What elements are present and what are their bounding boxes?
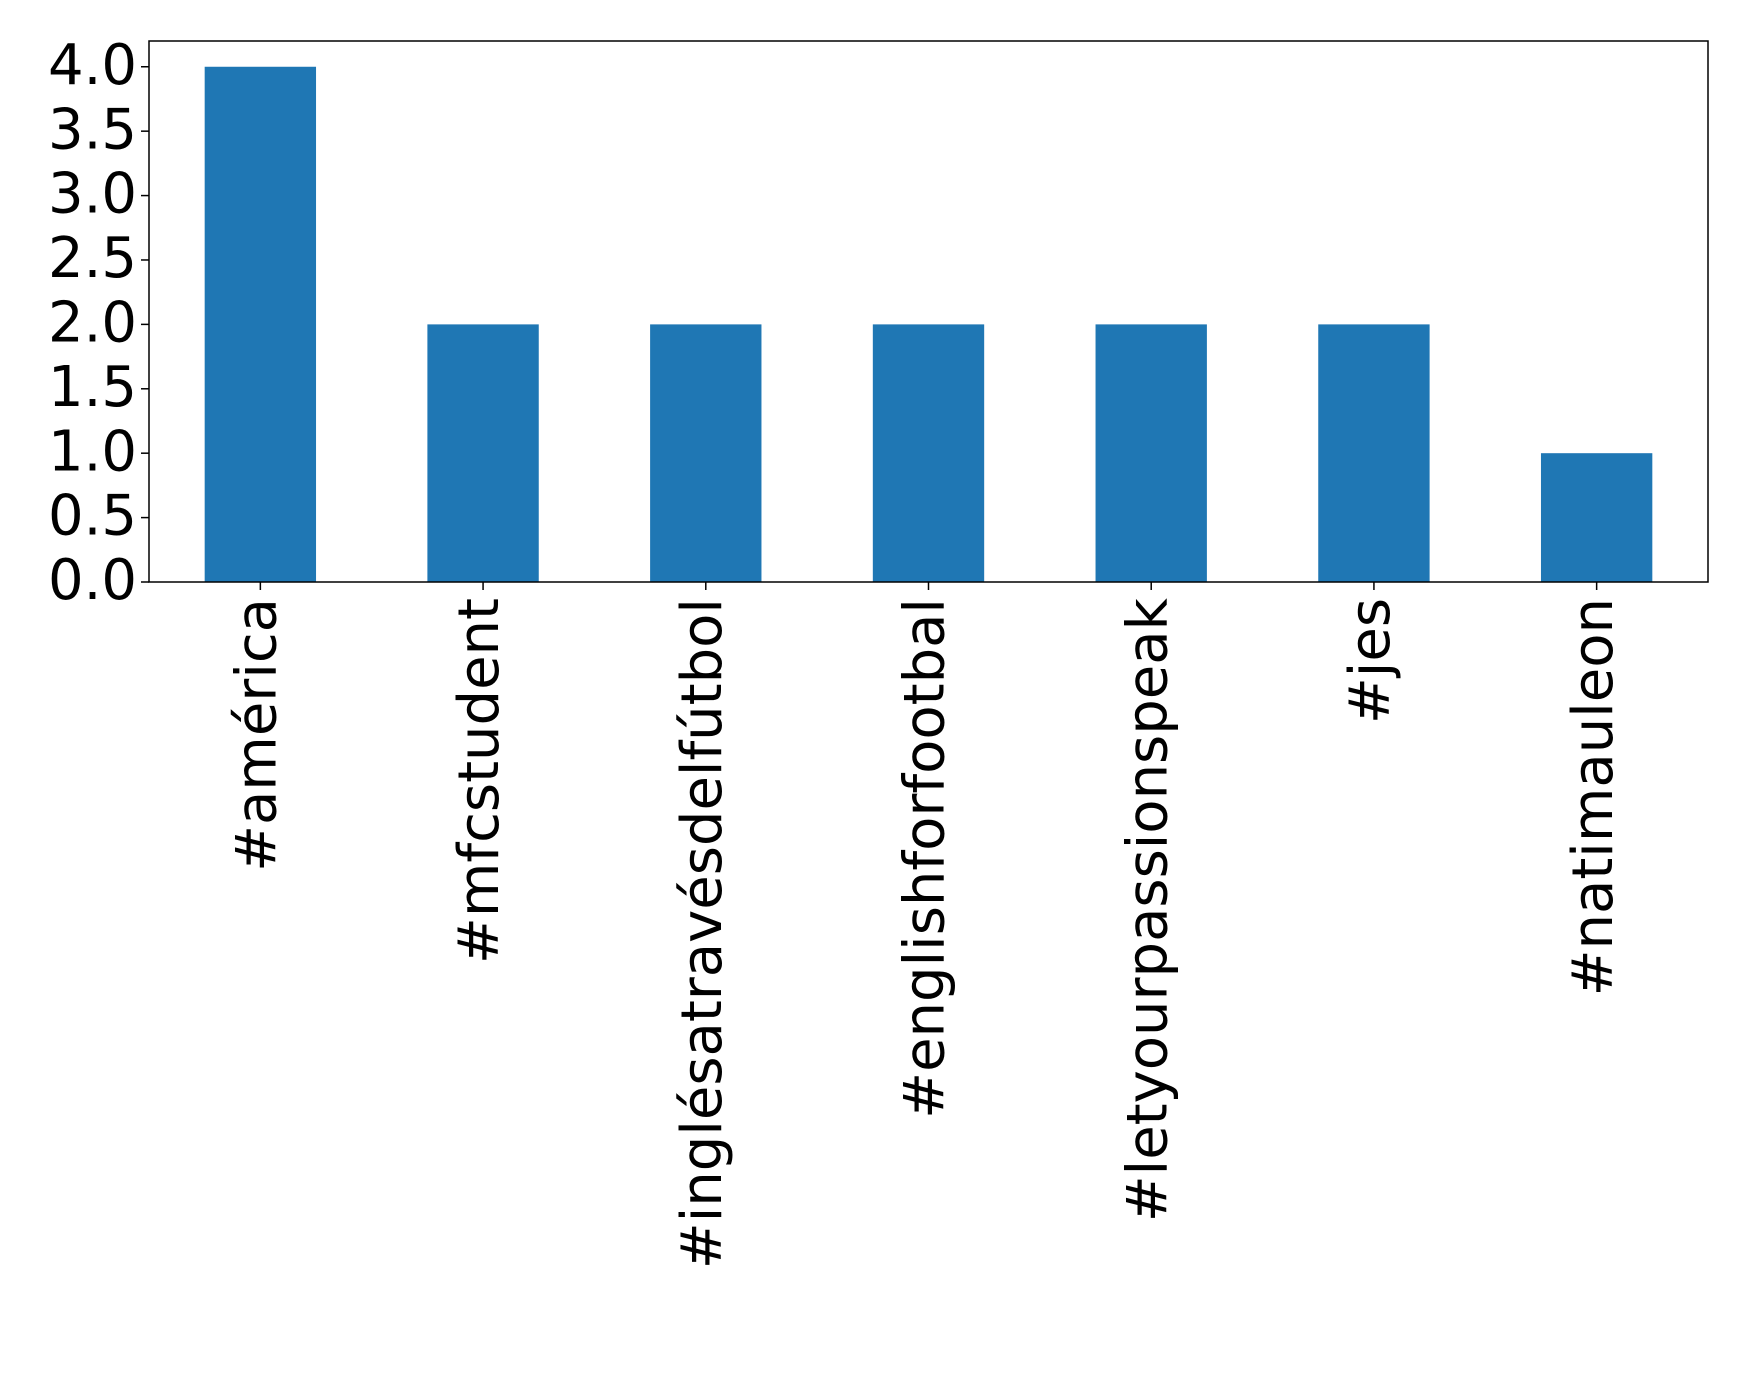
bar bbox=[650, 324, 762, 582]
x-tick-label: #mfcstudent bbox=[447, 598, 512, 964]
x-tick-label: #natimauleon bbox=[1561, 598, 1626, 996]
plot-frame bbox=[148, 40, 1709, 583]
y-tick-label: 1.0 bbox=[48, 419, 137, 484]
y-tick-label: 3.5 bbox=[48, 97, 137, 162]
y-tick-label: 0.0 bbox=[48, 548, 137, 613]
y-tick-label: 4.0 bbox=[48, 33, 137, 98]
bar bbox=[204, 66, 317, 582]
y-tick-label: 2.0 bbox=[48, 291, 137, 356]
bar bbox=[1318, 324, 1430, 582]
bar bbox=[872, 324, 985, 582]
x-tick-label: #américa bbox=[224, 598, 289, 872]
bar bbox=[427, 324, 539, 582]
bar bbox=[1095, 324, 1207, 582]
x-tick-label: #inglésatravésdelfútbol bbox=[670, 598, 735, 1269]
bar bbox=[1540, 453, 1653, 582]
x-tick-label: #jes bbox=[1338, 598, 1403, 724]
y-tick-label: 3.0 bbox=[48, 162, 137, 227]
x-tick-label: #englishforfootbal bbox=[893, 598, 958, 1119]
y-tick-label: 2.5 bbox=[48, 226, 137, 291]
y-tick-label: 1.5 bbox=[48, 355, 137, 420]
x-tick-label: #letyourpassionspeak bbox=[1115, 597, 1180, 1222]
y-tick-label: 0.5 bbox=[48, 484, 137, 549]
